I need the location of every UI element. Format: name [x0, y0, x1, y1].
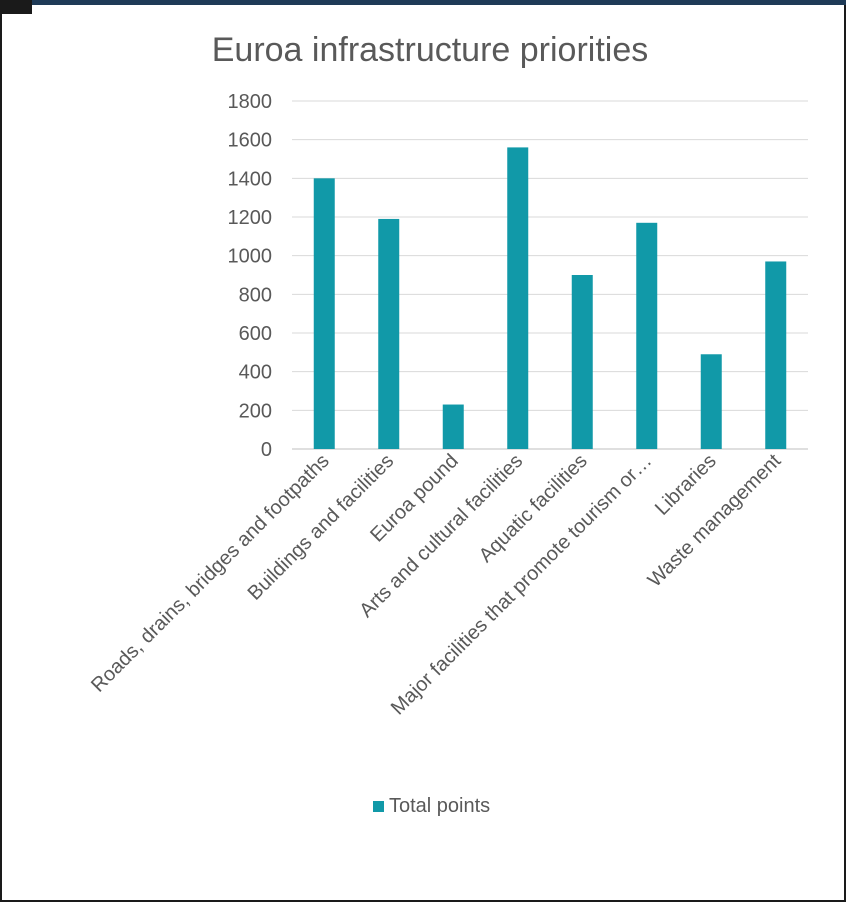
y-tick-label: 800	[239, 284, 272, 306]
y-tick-label: 1800	[228, 91, 273, 113]
top-corner-mark	[0, 0, 32, 14]
y-axis-tick-labels: 0 200 400 600 800 1000 1200 1400 1600 1800	[228, 91, 273, 461]
y-tick-label: 1200	[228, 207, 273, 229]
y-tick-label: 600	[239, 323, 272, 345]
bar	[442, 404, 464, 449]
bar	[313, 178, 335, 450]
x-tick-label: Aquatic facilities	[475, 450, 592, 567]
gridlines	[292, 100, 808, 450]
bar	[636, 222, 658, 449]
top-stripe	[0, 0, 846, 5]
bar	[507, 147, 529, 449]
y-tick-label: 1600	[228, 130, 273, 152]
y-tick-label: 1000	[228, 246, 273, 268]
legend: Total points	[373, 795, 490, 817]
legend-swatch	[373, 801, 384, 812]
y-tick-label: 400	[239, 362, 272, 384]
bars	[313, 147, 787, 450]
bar	[700, 354, 722, 449]
y-tick-label: 1400	[228, 168, 273, 190]
bar	[765, 261, 787, 449]
x-axis-tick-labels: Roads, drains, bridges and footpathsBuil…	[87, 450, 786, 720]
y-tick-label: 0	[261, 439, 272, 461]
bar	[378, 218, 400, 449]
bar	[571, 275, 593, 449]
legend-label: Total points	[389, 795, 490, 817]
y-tick-label: 200	[239, 400, 272, 422]
x-tick-label: Roads, drains, bridges and footpaths	[87, 450, 334, 697]
chart-title: Euroa infrastructure priorities	[212, 31, 649, 69]
